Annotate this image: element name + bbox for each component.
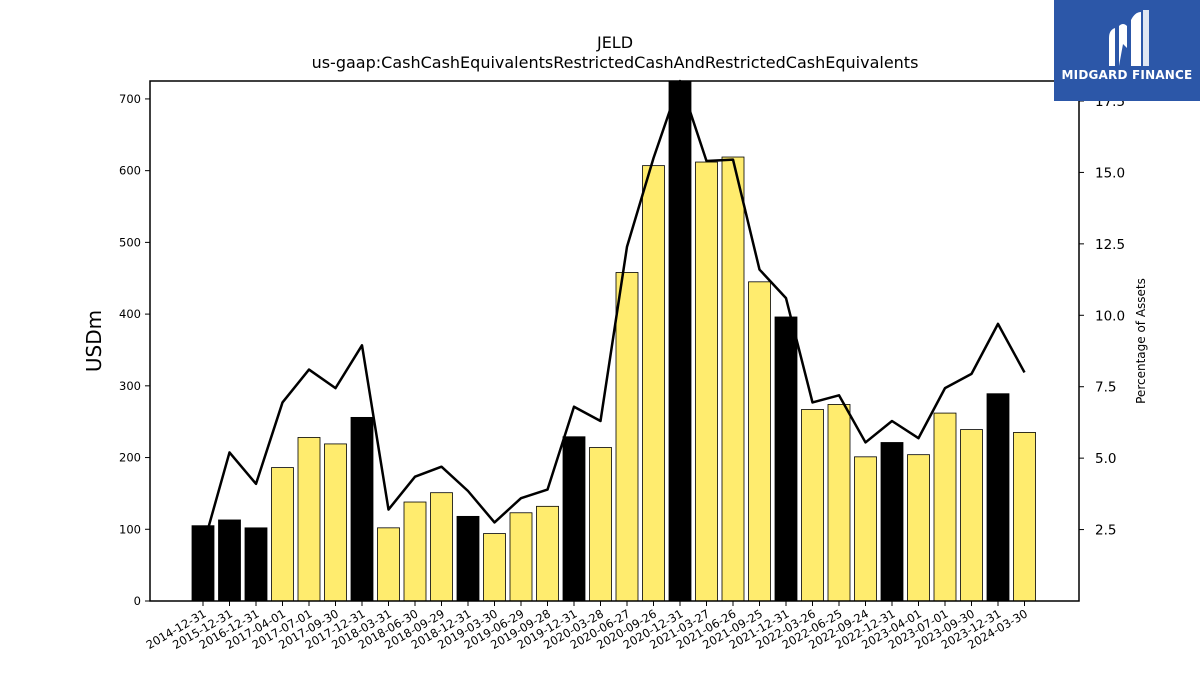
y-tick-label: 0 (134, 594, 141, 608)
bar-2021-09-25 (748, 281, 771, 602)
bar-2017-04-01 (271, 467, 294, 602)
y-tick-label: 100 (119, 522, 141, 536)
bar-2017-09-30 (324, 443, 347, 602)
bar-2020-09-26 (642, 165, 665, 602)
y-tick-label: 700 (119, 92, 141, 106)
y-axis-label: USDm (82, 310, 106, 372)
bars-group (191, 80, 1036, 602)
bar-2018-12-31 (456, 515, 480, 602)
y-tick-label: 200 (119, 451, 141, 465)
logo-text: MIDGARD FINANCE (1061, 68, 1193, 82)
midgard-logo-icon (1109, 10, 1149, 66)
bar-2021-06-26 (721, 156, 745, 602)
bar-2018-03-31 (377, 527, 400, 602)
bar-2014-12-31 (191, 525, 215, 602)
y-axis-label-right: Percentage of Assets (1134, 278, 1148, 404)
bar-2018-09-29 (430, 492, 453, 602)
midgard-finance-logo: MIDGARD FINANCE (1054, 0, 1200, 101)
bar-2024-03-30 (1013, 432, 1036, 602)
bar-2017-12-31 (350, 416, 374, 602)
bar-2021-12-31 (774, 316, 798, 602)
y-tick-label: 300 (119, 379, 141, 393)
y-right-tick-label: 7.5 (1095, 380, 1116, 396)
y-right-tick-label: 2.5 (1095, 523, 1116, 539)
bar-2022-06-25 (827, 404, 851, 602)
bar-2019-12-31 (562, 436, 586, 602)
bar-2023-12-31 (986, 393, 1010, 602)
bar-2023-07-01 (933, 412, 957, 602)
y-tick-label: 400 (119, 307, 141, 321)
bar-2015-12-31 (218, 519, 241, 602)
percentage-line (201, 79, 1026, 548)
y-right-tick-label: 5.0 (1095, 451, 1116, 467)
bar-2023-09-30 (960, 429, 983, 602)
bar-2016-12-31 (244, 527, 268, 602)
bar-2020-03-28 (589, 447, 612, 602)
y-right-tick-label: 12.5 (1095, 237, 1125, 253)
bar-2019-09-28 (536, 505, 559, 602)
bar-2021-03-27 (695, 161, 718, 602)
bar-2020-12-31 (668, 80, 692, 602)
bar-2022-12-31 (880, 442, 904, 602)
y-axis-right: 2.55.07.510.012.515.017.5 (1079, 94, 1125, 539)
y-right-tick-label: 15.0 (1095, 165, 1125, 181)
chart-title: JELD (596, 33, 633, 52)
bar-2023-04-01 (907, 454, 930, 602)
x-axis: 2014-12-312015-12-312016-12-312017-04-01… (144, 601, 1030, 652)
y-axis-left: 0 100 200 300 400 500 600 700 (119, 92, 150, 608)
bar-2019-06-29 (509, 512, 533, 602)
bar-2018-06-30 (403, 501, 427, 602)
bar-2020-06-27 (615, 272, 639, 602)
bar-2022-03-26 (801, 409, 824, 602)
bar-2019-03-30 (483, 533, 506, 602)
plot-frame (149, 80, 1080, 602)
y-right-tick-label: 10.0 (1095, 308, 1125, 324)
y-tick-label: 500 (119, 235, 141, 249)
chart-subtitle: us-gaap:CashCashEquivalentsRestrictedCas… (312, 53, 919, 72)
line-group (201, 79, 1026, 548)
bar-2022-09-24 (854, 456, 877, 602)
y-tick-label: 600 (119, 164, 141, 178)
bar-2017-07-01 (297, 437, 321, 602)
